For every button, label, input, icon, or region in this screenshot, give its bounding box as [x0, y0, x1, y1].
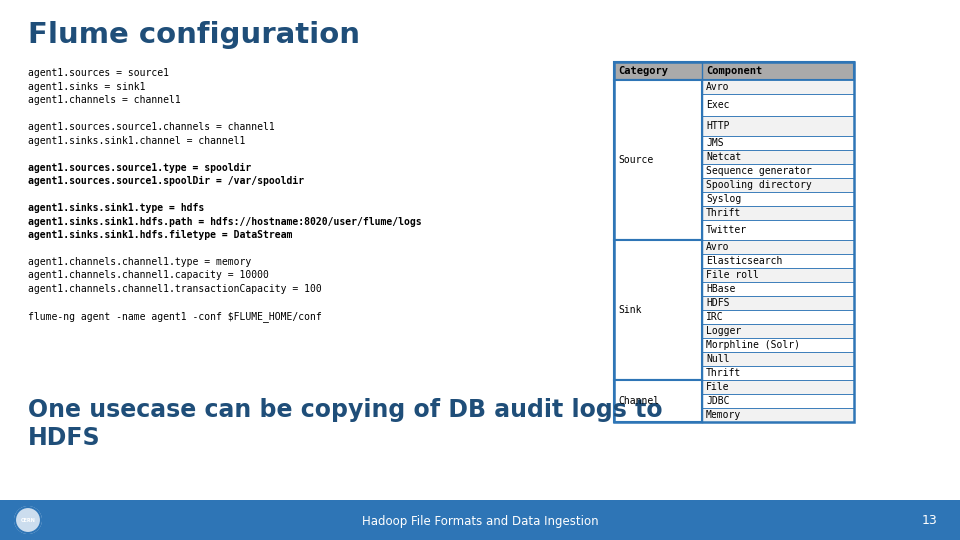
Bar [702, 408, 854, 422]
Text: IRC: IRC [706, 312, 724, 322]
Text: agent1.sinks = sink1: agent1.sinks = sink1 [28, 82, 146, 91]
Text: agent1.sinks.sink1.hdfs.filetype = DataStream: agent1.sinks.sink1.hdfs.filetype = DataS… [28, 230, 293, 240]
Bar [702, 220, 854, 240]
Bar [702, 310, 854, 324]
Text: Twitter: Twitter [706, 225, 747, 235]
Bar [0, 500, 960, 540]
Text: Category: Category [618, 66, 668, 76]
Bar [702, 352, 854, 366]
Bar [702, 206, 854, 220]
Text: CERN: CERN [20, 517, 36, 523]
Text: flume-ng agent -name agent1 -conf $FLUME_HOME/conf: flume-ng agent -name agent1 -conf $FLUME… [28, 311, 322, 322]
Text: Avro: Avro [706, 82, 730, 92]
Text: Hadoop File Formats and Data Ingestion: Hadoop File Formats and Data Ingestion [362, 515, 598, 528]
Text: Avro: Avro [706, 242, 730, 252]
Text: 13: 13 [923, 515, 938, 528]
Text: Logger: Logger [706, 326, 741, 336]
Text: Sink: Sink [618, 305, 641, 315]
Bar [702, 240, 854, 254]
Text: Thrift: Thrift [706, 368, 741, 378]
Text: agent1.sources.source1.channels = channel1: agent1.sources.source1.channels = channe… [28, 122, 275, 132]
Text: agent1.sinks.sink1.channel = channel1: agent1.sinks.sink1.channel = channel1 [28, 136, 246, 145]
Text: agent1.sinks.sink1.hdfs.path = hdfs://hostname:8020/user/flume/logs: agent1.sinks.sink1.hdfs.path = hdfs://ho… [28, 217, 421, 227]
Bar [702, 268, 854, 282]
Text: Flume configuration: Flume configuration [28, 21, 360, 49]
Text: HBase: HBase [706, 284, 735, 294]
Text: JMS: JMS [706, 138, 724, 148]
Text: Syslog: Syslog [706, 194, 741, 204]
Bar [702, 324, 854, 338]
Text: Sequence generator: Sequence generator [706, 166, 812, 176]
Text: HDFS: HDFS [706, 298, 730, 308]
Text: agent1.channels.channel1.capacity = 10000: agent1.channels.channel1.capacity = 1000… [28, 271, 269, 280]
Text: agent1.sinks.sink1.type = hdfs: agent1.sinks.sink1.type = hdfs [28, 203, 204, 213]
Text: Thrift: Thrift [706, 208, 741, 218]
Bar [702, 116, 854, 136]
Text: agent1.channels = channel1: agent1.channels = channel1 [28, 95, 180, 105]
Bar [702, 136, 854, 150]
Text: Elasticsearch: Elasticsearch [706, 256, 782, 266]
Circle shape [14, 506, 42, 534]
Bar [702, 254, 854, 268]
Text: agent1.sources = source1: agent1.sources = source1 [28, 68, 169, 78]
Text: JDBC: JDBC [706, 396, 730, 406]
Text: Netcat: Netcat [706, 152, 741, 162]
Text: Component: Component [706, 66, 762, 76]
Bar [702, 178, 854, 192]
Bar [702, 80, 854, 94]
Text: Exec: Exec [706, 100, 730, 110]
Text: Morphline (Solr): Morphline (Solr) [706, 340, 800, 350]
Bar [614, 240, 702, 380]
Bar [702, 282, 854, 296]
Text: Channel: Channel [618, 396, 660, 406]
Text: Source: Source [618, 155, 653, 165]
Text: agent1.channels.channel1.type = memory: agent1.channels.channel1.type = memory [28, 257, 252, 267]
Bar [702, 366, 854, 380]
Text: HTTP: HTTP [706, 121, 730, 131]
Bar [702, 338, 854, 352]
Text: One usecase can be copying of DB audit logs to: One usecase can be copying of DB audit l… [28, 398, 662, 422]
Bar [702, 296, 854, 310]
Text: agent1.sources.source1.spoolDir = /var/spooldir: agent1.sources.source1.spoolDir = /var/s… [28, 176, 304, 186]
Bar [614, 62, 854, 422]
Text: Null: Null [706, 354, 730, 364]
Text: HDFS: HDFS [28, 426, 101, 450]
Text: Spooling directory: Spooling directory [706, 180, 812, 190]
Text: File: File [706, 382, 730, 392]
Text: agent1.channels.channel1.transactionCapacity = 100: agent1.channels.channel1.transactionCapa… [28, 284, 322, 294]
Bar [702, 192, 854, 206]
Bar [702, 164, 854, 178]
Bar [702, 150, 854, 164]
Bar [614, 62, 854, 80]
Text: File roll: File roll [706, 270, 758, 280]
Bar [702, 380, 854, 394]
Bar [702, 94, 854, 116]
Text: Memory: Memory [706, 410, 741, 420]
Text: agent1.sources.source1.type = spooldir: agent1.sources.source1.type = spooldir [28, 163, 252, 173]
Bar [702, 394, 854, 408]
Bar [614, 380, 702, 422]
Bar [614, 80, 702, 240]
